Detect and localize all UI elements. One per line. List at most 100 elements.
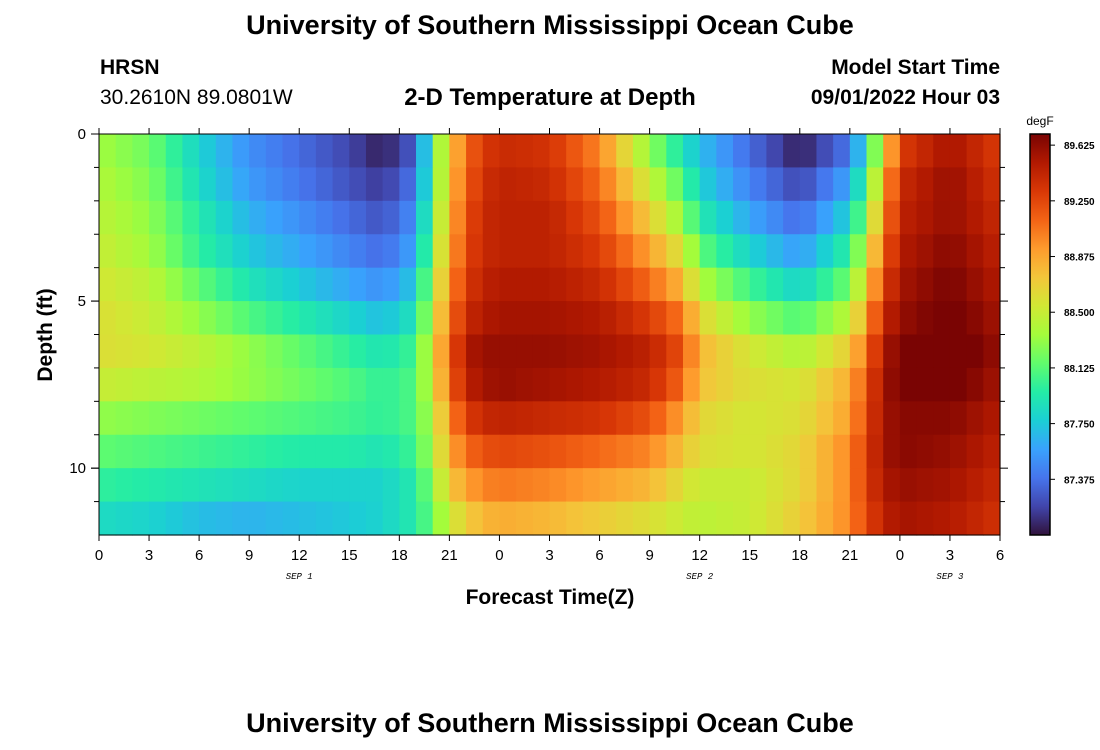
heatmap-cell [299,468,317,503]
heatmap-cell [332,334,350,369]
axes: 0 3 6 9 12 15 18 21 0 3 6 9 12 15 18 21 0 3 6 SEP 1 SEP 2 SEP… [69,126,1008,582]
heatmap-cell [766,267,784,302]
heatmap-cell [532,468,551,503]
heatmap-cell [416,134,434,169]
heatmap-cell [249,167,267,202]
heatmap-cell [399,234,417,269]
heatmap-cell [432,401,450,436]
heatmap-cell [232,434,250,469]
heatmap-cell [716,468,734,503]
heatmap-cell [849,501,868,536]
heatmap-cell [299,267,317,302]
heatmap-cell [499,434,517,469]
heatmap-cell [149,367,167,402]
heatmap-cell [399,367,417,402]
heatmap-cell [499,267,517,302]
heatmap-cell [783,334,801,369]
heatmap-cell [532,501,551,536]
heatmap-cell [115,367,133,402]
heatmap-cell [883,367,901,402]
heatmap-cell [382,334,400,369]
heatmap-cell [349,367,367,402]
heatmap-cell [783,134,801,169]
heatmap-cell [215,434,234,469]
heatmap-cell [215,134,234,169]
heatmap-cell [883,301,901,336]
heatmap-cell [365,200,384,235]
heatmap-cell [716,434,734,469]
heatmap-cell [532,234,551,269]
heatmap-cell [332,367,350,402]
heatmap-cell [649,234,667,269]
heatmap-cell [482,501,501,536]
heatmap-cell [966,367,984,402]
heatmap-cell [232,401,250,436]
heatmap-cell [199,468,217,503]
heatmap-cell [966,200,984,235]
heatmap-cell [766,434,784,469]
x-tick-label: 18 [791,547,808,564]
heatmap-cell [132,167,150,202]
heatmap-cell [682,401,701,436]
heatmap-cell [432,501,450,536]
heatmap-cell [833,468,851,503]
heatmap-cell [249,234,267,269]
heatmap-cell [332,234,350,269]
heatmap-cell [449,234,467,269]
y-tick-label: 10 [69,460,86,477]
heatmap-cell [399,267,417,302]
heatmap-cell [265,167,284,202]
heatmap-cell [349,234,367,269]
heatmap-cell [165,501,184,536]
heatmap-cell [749,301,768,336]
heatmap-cell [199,234,217,269]
heatmap-cell [265,501,284,536]
heatmap-cell [933,334,951,369]
heatmap-cell [983,501,1001,536]
heatmap-cell [816,501,834,536]
heatmap-cell [766,501,784,536]
heatmap-cell [966,334,984,369]
heatmap-cell [783,501,801,536]
heatmap-cell [182,501,200,536]
heatmap-cell [416,367,434,402]
heatmap-cell [983,301,1001,336]
heatmap-cell [466,234,484,269]
heatmap-cell [682,234,701,269]
heatmap-cell [866,200,884,235]
heatmap-cell [599,401,617,436]
heatmap-cell [833,167,851,202]
heatmap-cell [232,301,250,336]
heatmap-cell [833,334,851,369]
heatmap-cell [215,167,234,202]
heatmap-cell [966,434,984,469]
heatmap-cell [149,134,167,169]
heatmap-cell [432,167,450,202]
heatmap-cell [616,434,634,469]
heatmap-cell [582,401,601,436]
heatmap-cell [365,234,384,269]
heatmap-cell [849,134,868,169]
heatmap-cell [716,334,734,369]
heatmap-cell [416,501,434,536]
heatmap-cell [649,267,667,302]
heatmap-cell [649,367,667,402]
heatmap-cell [933,301,951,336]
heatmap-cell [749,200,768,235]
heatmap-cell [816,134,834,169]
heatmap-cell [849,334,868,369]
heatmap-cell [699,301,717,336]
heatmap-cell [666,334,684,369]
heatmap-cell [632,468,651,503]
heatmap-cell [699,434,717,469]
heatmap-cell [799,167,818,202]
heatmap-cell [883,434,901,469]
heatmap-cell [432,267,450,302]
heatmap-cell [466,200,484,235]
heatmap-cell [315,200,334,235]
heatmap-cell [516,167,534,202]
heatmap-cell [99,134,117,169]
heatmap-cell [99,167,117,202]
heatmap-cell [232,367,250,402]
colorbar-label: 88.500 [1064,308,1095,319]
